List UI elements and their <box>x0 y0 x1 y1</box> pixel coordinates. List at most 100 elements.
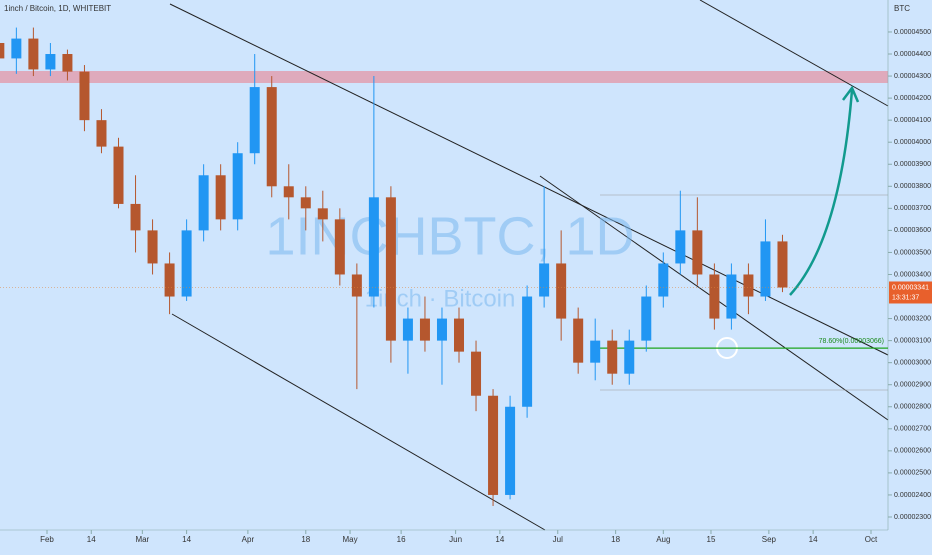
candle-body <box>164 263 175 297</box>
candle-body <box>471 351 482 396</box>
candle-body <box>402 318 413 341</box>
y-tick-label: 0.00003700 <box>894 205 931 212</box>
candle-body <box>249 87 260 154</box>
x-tick-label: 14 <box>809 535 818 544</box>
x-tick-label: Apr <box>242 535 255 544</box>
trend-line <box>699 0 889 107</box>
candle-body <box>113 146 124 204</box>
candle-body <box>556 263 567 319</box>
candle-body <box>215 175 226 220</box>
y-tick-label: 0.00004000 <box>894 139 931 146</box>
x-tick-label: 14 <box>87 535 96 544</box>
y-tick-label: 0.00003400 <box>894 271 931 278</box>
x-tick-label: May <box>342 535 357 544</box>
trend-line <box>171 313 546 531</box>
x-tick-label: 15 <box>707 535 716 544</box>
countdown: 13:31:37 <box>892 294 919 301</box>
x-tick-label: Jun <box>449 535 462 544</box>
chart-title: 1inch / Bitcoin, 1D, WHITEBIT <box>4 4 111 13</box>
candle-body <box>130 203 141 231</box>
arrow-head <box>842 85 860 103</box>
y-tick-label: 0.00003500 <box>894 249 931 256</box>
candle-body <box>641 296 652 341</box>
fib-level-label: 78.60%(0.00003066) <box>819 338 884 345</box>
candle-body <box>62 54 73 72</box>
candle-body <box>436 318 447 341</box>
x-tick-label: Feb <box>40 535 54 544</box>
y-tick-label: 0.00004200 <box>894 95 931 102</box>
y-tick-label: 0.00002600 <box>894 448 931 455</box>
candle-body <box>351 274 362 297</box>
arrow <box>789 89 854 296</box>
candle-body <box>573 318 584 363</box>
candle-body <box>760 241 771 297</box>
y-tick-label: 0.00004500 <box>894 29 931 36</box>
candle-body <box>658 263 669 297</box>
candle-body <box>96 120 107 147</box>
y-tick-label: 0.00004300 <box>894 73 931 80</box>
candle-body <box>11 38 22 59</box>
candle-body <box>79 71 90 121</box>
candle-body <box>28 38 39 70</box>
y-tick-label: 0.00004100 <box>894 117 931 124</box>
y-tick-label: 0.00002700 <box>894 426 931 433</box>
candle-body <box>743 274 754 297</box>
candle-body <box>232 153 243 220</box>
x-tick-label: Jul <box>553 535 563 544</box>
x-tick-label: Mar <box>135 535 149 544</box>
candle-body <box>590 340 601 363</box>
x-tick-label: 18 <box>611 535 620 544</box>
candle-body <box>198 175 209 231</box>
x-tick-label: 16 <box>397 535 406 544</box>
candle-body <box>726 274 737 319</box>
candle-body <box>675 230 686 264</box>
x-tick-label: Oct <box>865 535 878 544</box>
candle-body <box>0 42 5 59</box>
candle-body <box>300 197 311 209</box>
candle-body <box>607 340 618 374</box>
x-tick-label: 14 <box>182 535 191 544</box>
candle-body <box>522 296 533 407</box>
x-tick-label: 14 <box>495 535 504 544</box>
candle-body <box>624 340 635 374</box>
y-tick-label: 0.00002400 <box>894 492 931 499</box>
resistance-zone <box>0 71 888 83</box>
candle-body <box>488 395 499 495</box>
last-price-box <box>889 281 932 304</box>
y-tick-label: 0.00003000 <box>894 360 931 367</box>
y-tick-label: 0.00002300 <box>894 514 931 521</box>
candle-body <box>317 208 328 220</box>
y-tick-label: 0.00003800 <box>894 183 931 190</box>
candle-body <box>692 230 703 275</box>
y-axis-label: BTC <box>894 4 910 13</box>
candle-body <box>777 241 788 288</box>
candle-body <box>454 318 465 352</box>
candle-body <box>45 54 56 70</box>
candle-body <box>539 263 550 297</box>
x-tick-label: 18 <box>301 535 310 544</box>
y-tick-label: 0.00003100 <box>894 337 931 344</box>
y-tick-label: 0.00002800 <box>894 404 931 411</box>
y-tick-label: 0.00002500 <box>894 470 931 477</box>
y-tick-label: 0.00004400 <box>894 51 931 58</box>
y-tick-label: 0.00003900 <box>894 161 931 168</box>
x-tick-label: Sep <box>762 535 777 544</box>
candle-body <box>266 87 277 187</box>
x-tick-label: Aug <box>656 535 670 544</box>
candle-body <box>709 274 720 319</box>
candle-body <box>334 219 345 275</box>
candle-body <box>283 186 294 198</box>
candle-body <box>419 318 430 341</box>
y-tick-label: 0.00003200 <box>894 315 931 322</box>
candle-body <box>181 230 192 297</box>
candle-body <box>505 406 516 495</box>
y-tick-label: 0.00003600 <box>894 227 931 234</box>
candle-body <box>147 230 158 264</box>
candle-body <box>385 197 396 341</box>
candle-body <box>368 197 379 297</box>
last-price-label: 0.00003341 <box>892 284 929 291</box>
y-tick-label: 0.00002900 <box>894 382 931 389</box>
